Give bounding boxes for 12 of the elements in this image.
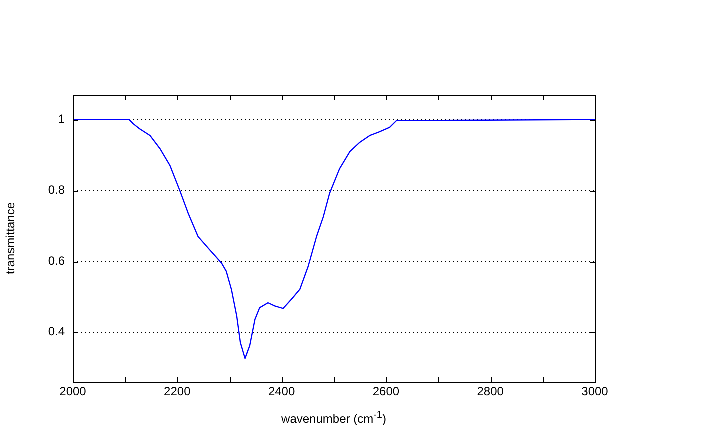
y-tick-label: 0.4 (48, 324, 66, 339)
x-axis-title: wavenumber (cm$^{-1}$) (280, 410, 388, 426)
x-tick-label: 2400 (268, 384, 296, 399)
y-tick-label: 0.8 (48, 182, 66, 197)
x-tick-label: 2800 (477, 384, 504, 399)
x-tick-label: 2200 (164, 384, 192, 399)
y-axis-title: transmittance (4, 202, 18, 275)
y-tick-label: 1 (58, 112, 66, 126)
x-tick-label: 2600 (372, 384, 400, 399)
x-tick-label: 3000 (582, 384, 609, 399)
y-tick-label: 0.6 (48, 254, 66, 268)
x-tick-label: 2000 (60, 384, 87, 399)
